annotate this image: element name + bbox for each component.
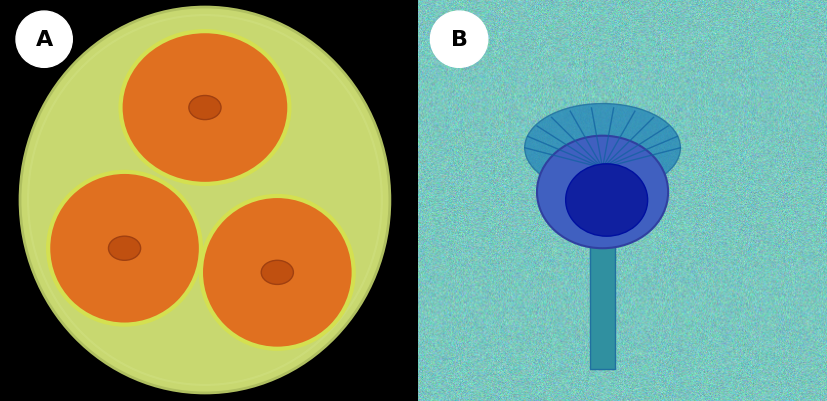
Text: B: B: [450, 30, 467, 50]
Circle shape: [430, 12, 487, 68]
Ellipse shape: [565, 164, 647, 237]
Ellipse shape: [261, 261, 293, 285]
Ellipse shape: [524, 104, 680, 192]
Ellipse shape: [20, 8, 390, 393]
Circle shape: [16, 12, 72, 68]
Text: A: A: [36, 30, 53, 50]
Ellipse shape: [201, 196, 353, 349]
Ellipse shape: [108, 237, 141, 261]
FancyArrow shape: [590, 241, 614, 369]
Ellipse shape: [48, 172, 201, 325]
Ellipse shape: [189, 96, 221, 120]
Ellipse shape: [121, 32, 289, 184]
Ellipse shape: [537, 136, 667, 249]
